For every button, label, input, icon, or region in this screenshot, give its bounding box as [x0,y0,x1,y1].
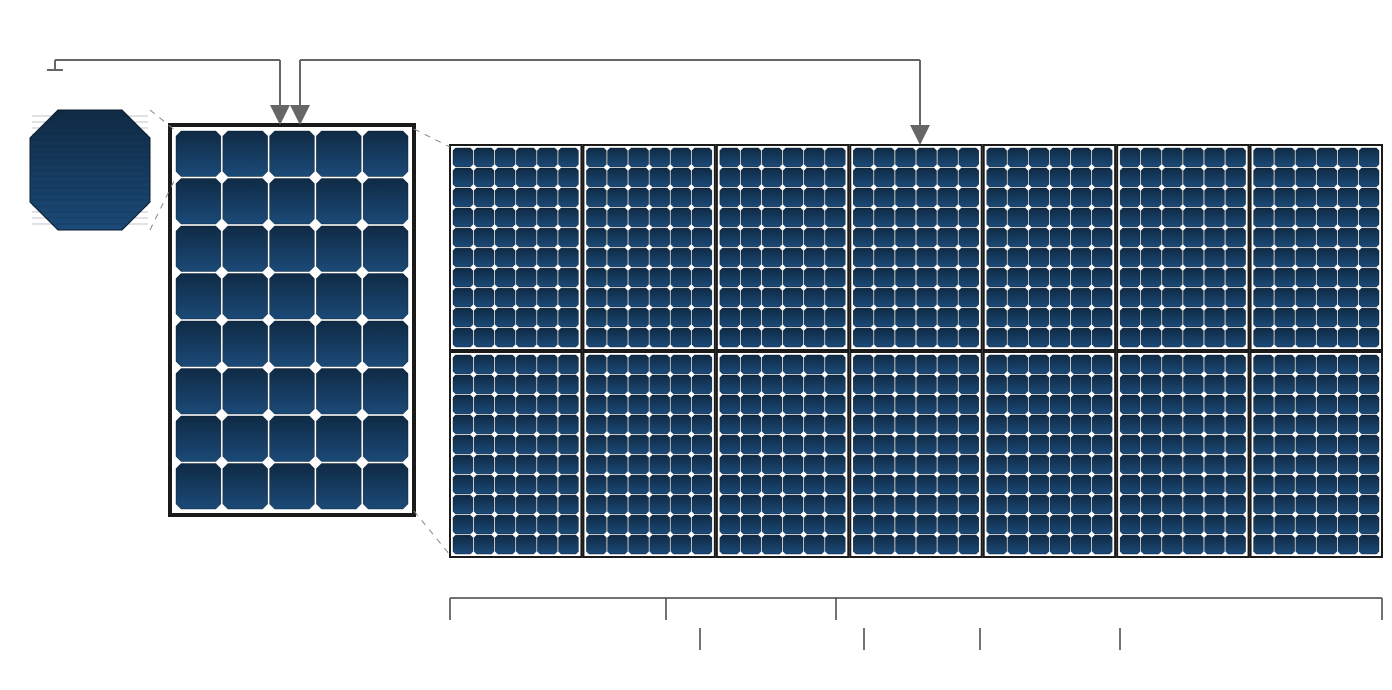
string-axis [450,598,1382,650]
solar-hierarchy-diagram [0,0,1392,690]
solar-cell [30,110,150,230]
solar-array [450,145,1382,557]
solar-module [170,125,414,515]
